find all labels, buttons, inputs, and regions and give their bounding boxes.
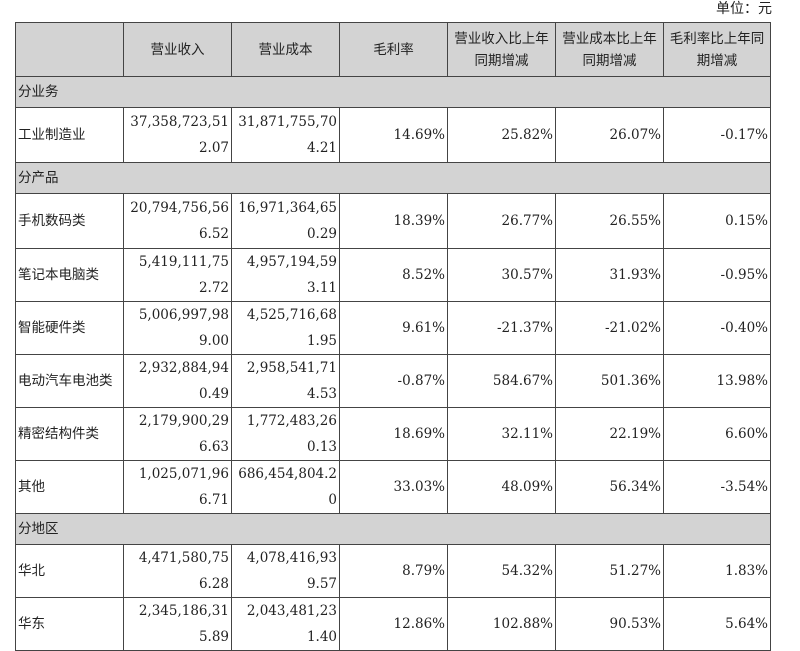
table-cell: 1.83% [663, 544, 771, 598]
table-cell: 26.77% [447, 193, 556, 249]
column-header: 营业成本 [231, 22, 340, 77]
column-header [15, 22, 124, 77]
table-cell: 1,025,071,966.71 [123, 460, 232, 514]
table-row: 工业制造业 37,358,723,512.07 31,871,755,704.21 1… [15, 107, 771, 163]
table-row: 精密结构件类 2,179,900,296.63 1,772,483,260.13 18… [15, 407, 771, 461]
table-cell: 8.79% [339, 544, 448, 598]
table-cell: 2,932,884,940.49 [123, 354, 232, 408]
row-label: 手机数码类 [15, 193, 124, 249]
column-header: 营业成本比上年同期增减 [555, 22, 664, 77]
table-cell: 20,794,756,566.52 [123, 193, 232, 249]
table-cell: 16,971,364,650.29 [231, 193, 340, 249]
table-cell: 54.32% [447, 544, 556, 598]
table-cell: 2,345,186,315.89 [123, 597, 232, 651]
row-label: 精密结构件类 [15, 407, 124, 461]
section-row: 分地区 [15, 513, 771, 545]
table-cell: 25.82% [447, 107, 556, 163]
table-cell: 90.53% [555, 597, 664, 651]
column-header: 毛利率比上年同期增减 [663, 22, 771, 77]
table-cell: 501.36% [555, 354, 664, 408]
row-label: 华北 [15, 544, 124, 598]
section-title: 分产品 [15, 162, 771, 194]
table-cell: 32.11% [447, 407, 556, 461]
table-row: 华东 2,345,186,315.89 2,043,481,231.40 12.86%… [15, 597, 771, 651]
table-cell: 1,772,483,260.13 [231, 407, 340, 461]
table-cell: 18.69% [339, 407, 448, 461]
table-cell: -0.87% [339, 354, 448, 408]
row-label: 华东 [15, 597, 124, 651]
table-cell: 5,419,111,752.72 [123, 248, 232, 302]
table-cell: 2,179,900,296.63 [123, 407, 232, 461]
table-cell: 2,043,481,231.40 [231, 597, 340, 651]
table-cell: -0.40% [663, 301, 771, 355]
table-cell: 4,471,580,756.28 [123, 544, 232, 598]
table-cell: 14.69% [339, 107, 448, 163]
unit-label: 单位：元 [716, 1, 772, 17]
section-row: 分业务 [15, 76, 771, 108]
table-cell: 22.19% [555, 407, 664, 461]
table-cell: 686,454,804.20 [231, 460, 340, 514]
table-cell: 5.64% [663, 597, 771, 651]
table-cell: -0.17% [663, 107, 771, 163]
table-cell: 26.07% [555, 107, 664, 163]
table-cell: 2,958,541,714.53 [231, 354, 340, 408]
table-cell: 584.67% [447, 354, 556, 408]
table-cell: -0.95% [663, 248, 771, 302]
table-cell: 13.98% [663, 354, 771, 408]
column-header: 营业收入 [123, 22, 232, 77]
table-row: 手机数码类 20,794,756,566.52 16,971,364,650.29 1… [15, 193, 771, 249]
table-cell: 8.52% [339, 248, 448, 302]
table-row: 华北 4,471,580,756.28 4,078,416,939.57 8.79% 5… [15, 544, 771, 598]
table-cell: -21.37% [447, 301, 556, 355]
table-row: 笔记本电脑类 5,419,111,752.72 4,957,194,593.11 8.… [15, 248, 771, 302]
column-header: 毛利率 [339, 22, 448, 77]
row-label: 工业制造业 [15, 107, 124, 163]
table-cell: -3.54% [663, 460, 771, 514]
table-cell: 5,006,997,989.00 [123, 301, 232, 355]
table-cell: 51.27% [555, 544, 664, 598]
table-cell: 31.93% [555, 248, 664, 302]
table-cell: 12.86% [339, 597, 448, 651]
row-label: 笔记本电脑类 [15, 248, 124, 302]
column-header: 营业收入比上年同期增减 [447, 22, 556, 77]
header-row: 营业收入 营业成本 毛利率 营业收入比上年同期增减 营业成本比上年同期增减 毛利率比上年同… [15, 22, 771, 77]
section-row: 分产品 [15, 162, 771, 194]
table-row: 其他 1,025,071,966.71 686,454,804.20 33.03% 48… [15, 460, 771, 514]
table-row: 电动汽车电池类 2,932,884,940.49 2,958,541,714.53-… [15, 354, 771, 408]
row-label: 智能硬件类 [15, 301, 124, 355]
table-cell: 31,871,755,704.21 [231, 107, 340, 163]
table-cell: 33.03% [339, 460, 448, 514]
row-label: 其他 [15, 460, 124, 514]
table-row: 智能硬件类 5,006,997,989.00 4,525,716,681.95 9.6… [15, 301, 771, 355]
table-cell: 102.88% [447, 597, 556, 651]
table-cell: 37,358,723,512.07 [123, 107, 232, 163]
table-cell: 26.55% [555, 193, 664, 249]
table-cell: 4,957,194,593.11 [231, 248, 340, 302]
row-label: 电动汽车电池类 [15, 354, 124, 408]
table-cell: 18.39% [339, 193, 448, 249]
table-cell: 4,078,416,939.57 [231, 544, 340, 598]
table-cell: 0.15% [663, 193, 771, 249]
table-cell: 30.57% [447, 248, 556, 302]
financial-table: 营业收入 营业成本 毛利率 营业收入比上年同期增减 营业成本比上年同期增减 毛利率比上年同… [15, 22, 771, 651]
table-cell: 48.09% [447, 460, 556, 514]
table-cell: -21.02% [555, 301, 664, 355]
section-title: 分地区 [15, 513, 771, 545]
table-cell: 56.34% [555, 460, 664, 514]
table-cell: 9.61% [339, 301, 448, 355]
table-cell: 6.60% [663, 407, 771, 461]
section-title: 分业务 [15, 76, 771, 108]
table-cell: 4,525,716,681.95 [231, 301, 340, 355]
